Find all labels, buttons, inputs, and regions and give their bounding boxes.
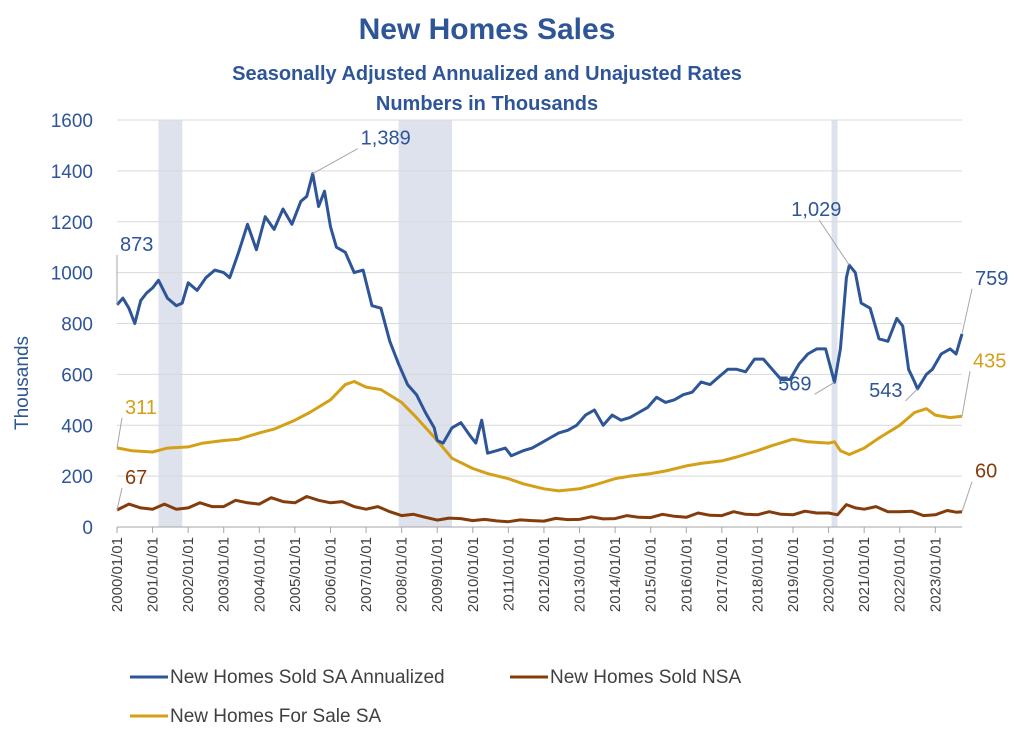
chart-subtitle-line1: Seasonally Adjusted Annualized and Unaju… [232,63,742,85]
annotation-label: 67 [125,467,147,489]
x-tick-label: 2012/01/01 [536,537,553,612]
annotation-leader [961,371,971,417]
x-tick-label: 2020/01/01 [821,537,838,612]
x-tick-label: 2011/01/01 [500,537,517,611]
x-tick-label: 2016/01/01 [678,537,695,612]
x-tick-label: 2013/01/01 [572,537,589,612]
y-tick-label: 1600 [51,111,93,132]
x-tick-label: 2000/01/01 [109,537,126,612]
legend: New Homes Sold SA Annualized New Homes So… [130,667,741,727]
y-tick-label: 1400 [51,162,93,183]
x-tick-label: 2006/01/01 [322,537,339,612]
annotation-leader [905,388,918,402]
x-tick-label: 2023/01/01 [927,537,944,612]
annotation-label: 873 [120,234,153,256]
data-annotations: 873 1,389 1,029 569 543 759 311 435 67 60 [116,128,1008,512]
series-line-2 [116,380,963,493]
x-tick-label: 2008/01/01 [394,537,411,612]
y-tick-label: 800 [61,315,93,336]
annotation-leader [312,148,358,175]
y-axis-ticks: 0 200 400 600 800 1000 1200 1400 1600 [51,111,93,539]
annotation-label: 311 [125,397,157,419]
y-tick-label: 200 [61,467,93,488]
annotation-label: 1,029 [791,199,841,221]
annotation-label: 759 [975,268,1008,290]
annotation-leader [116,487,123,511]
x-tick-label: 2022/01/01 [892,537,909,612]
x-tick-label: 2007/01/01 [358,537,375,612]
annotation-label: 569 [778,373,811,395]
annotation-leader [818,219,850,266]
legend-label-1: New Homes Sold NSA [550,667,741,688]
x-tick-label: 2002/01/01 [180,537,197,612]
x-axis-ticks: 2000/01/01 2001/01/01 2002/01/01 2003/01/01… [109,527,944,612]
x-tick-label: 2009/01/01 [429,537,446,612]
legend-label-0: New Homes Sold SA Annualized [170,667,445,688]
annotation-label: 435 [973,350,1006,372]
series-line-1 [116,495,963,524]
x-tick-label: 2015/01/01 [643,537,660,612]
legend-label-2: New Homes For Sale SA [170,706,382,727]
x-tick-label: 2018/01/01 [749,537,766,612]
annotation-label: 543 [869,380,902,402]
y-tick-label: 400 [61,416,93,437]
annotation-leader [961,288,973,335]
x-tick-label: 2021/01/01 [856,537,873,612]
y-tick-label: 600 [61,365,93,386]
chart-subtitle-line2: Numbers in Thousands [376,93,598,115]
x-tick-label: 2001/01/01 [145,537,162,612]
annotation-label: 1,389 [361,128,411,150]
annotation-leader [961,481,973,512]
annotation-label: 60 [975,461,997,483]
gridlines [117,119,962,528]
x-tick-label: 2004/01/01 [251,537,268,612]
x-tick-label: 2014/01/01 [607,537,624,612]
annotation-leader [814,381,835,395]
x-tick-label: 2005/01/01 [287,537,304,612]
x-tick-label: 2003/01/01 [216,537,233,612]
x-tick-label: 2017/01/01 [714,537,731,612]
series-line-0 [115,172,964,458]
chart-title: New Homes Sales [359,13,616,46]
x-tick-label: 2010/01/01 [465,537,482,612]
y-tick-label: 1000 [51,264,93,285]
y-tick-label: 1200 [51,213,93,234]
series-lines [115,172,964,524]
y-axis-label: Thousands [12,336,33,430]
y-tick-label: 0 [82,518,93,539]
annotation-leader [116,417,123,448]
x-tick-label: 2019/01/01 [785,537,802,612]
